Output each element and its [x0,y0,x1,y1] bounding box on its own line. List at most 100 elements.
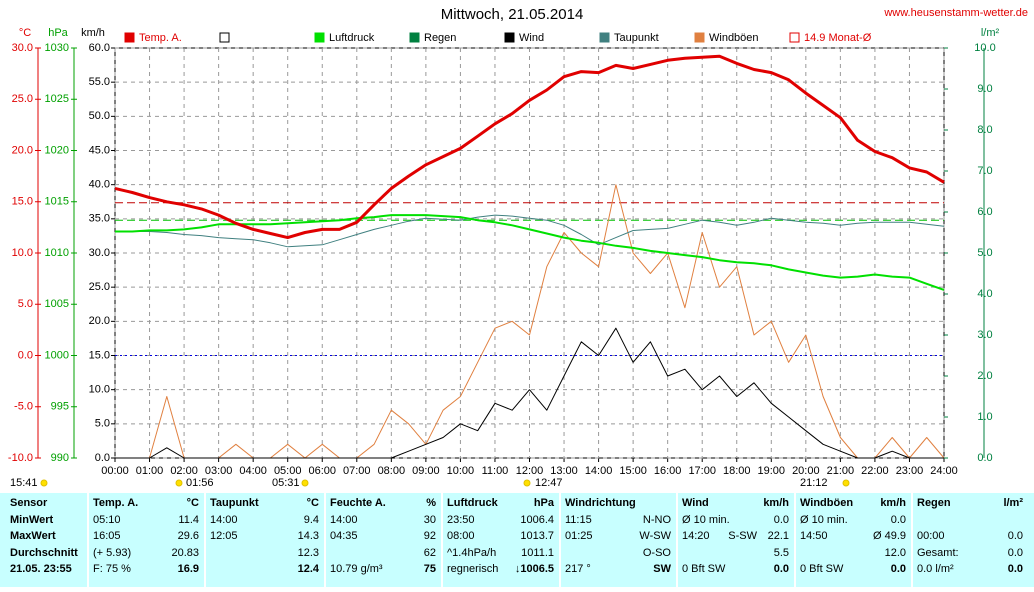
x-tick-label: 04:00 [239,465,267,477]
marker-icon [40,479,48,487]
table-cell: 0 Bft SW [682,563,726,575]
legend-swatch [314,32,325,43]
table-cell: % [426,497,436,509]
x-tick-label: 02:00 [170,465,198,477]
axis-unit: km/h [81,27,105,39]
y-tick-label: 15.0 [12,196,33,208]
table-background [0,493,1034,587]
y-tick-label: 1025 [45,93,69,105]
table-cell: 10.79 g/m³ [330,563,383,575]
y-tick-label: 45.0 [89,144,110,156]
x-tick-label: 13:00 [550,465,578,477]
table-cell: 14:00 [330,514,358,526]
legend-label: Wind [519,32,544,44]
marker-icon [523,479,531,487]
y-tick-label: 5.0 [18,298,33,310]
table-cell: 1006.4 [520,514,554,526]
series-line [115,327,944,459]
table-cell: ^1.4hPa/h [447,547,496,559]
legend-swatch [409,32,420,43]
marker-label: 21:12 [800,477,828,489]
y-tick-label: 55.0 [89,76,110,88]
table-cell: 0 Bft SW [800,563,844,575]
y-tick-label: -5.0 [14,401,33,413]
y2-tick-label: 10.0 [974,42,995,54]
table-cell: 1013.7 [520,530,554,542]
table-cell: W-SW [639,530,671,542]
x-tick-label: 22:00 [861,465,889,477]
table-cell: km/h [880,497,906,509]
marker-label: 01:56 [186,477,214,489]
table-cell: Ø 49.9 [873,530,906,542]
x-tick-label: 14:00 [585,465,613,477]
table-cell: 12.0 [885,547,906,559]
y-tick-label: 20.0 [89,315,110,327]
table-cell: 1011.1 [521,547,554,559]
marker-icon [301,479,309,487]
table-cell: MaxWert [10,530,56,542]
table-cell: Luftdruck [447,497,499,509]
table-cell: 21.05. 23:55 [10,563,72,575]
y-tick-label: 30.0 [89,247,110,259]
table-cell: ↓1006.5 [515,563,554,575]
table-cell: 0.0 [1008,530,1023,542]
y2-tick-label: 1.0 [977,411,992,423]
table-cell: O-SO [643,547,672,559]
table-cell: 14:20 [682,530,710,542]
legend-swatch [219,32,230,43]
table-cell: 16:05 [93,530,121,542]
legend-label: Luftdruck [329,32,375,44]
x-tick-label: 19:00 [758,465,786,477]
legend-swatch [599,32,610,43]
marker-icon [175,479,183,487]
marker-label: 05:31 [272,477,300,489]
table-cell: 12.3 [298,547,319,559]
y-tick-label: 10.0 [12,247,33,259]
table-cell: Taupunkt [210,497,259,509]
table-cell: 217 ° [565,563,591,575]
table-cell: 14.3 [298,530,319,542]
x-tick-label: 16:00 [654,465,682,477]
table-cell: Windrichtung [565,497,636,509]
y-tick-label: 1030 [45,42,69,54]
x-tick-label: 00:00 [101,465,129,477]
table-cell: 0.0 [774,563,789,575]
table-cell: Sensor [10,497,48,509]
axis-unit: l/m² [981,27,1000,39]
table-cell: Regen [917,497,951,509]
legend-swatch [504,32,515,43]
table-cell: MinWert [10,514,54,526]
x-tick-label: 20:00 [792,465,820,477]
series-line [115,214,945,291]
y2-tick-label: 5.0 [977,247,992,259]
y-tick-label: 50.0 [89,110,110,122]
table-cell: Ø 10 min. [682,514,730,526]
table-cell: 75 [424,563,436,575]
series-line [114,54,945,240]
table-cell: 0.0 [774,514,789,526]
table-cell: 0.0 [891,563,906,575]
table-cell: 0.0 l/m² [917,563,954,575]
x-tick-label: 24:00 [930,465,958,477]
x-tick-label: 15:00 [619,465,647,477]
table-cell: 08:00 [447,530,475,542]
legend-swatch [789,32,800,43]
x-tick-label: 21:00 [827,465,855,477]
y-tick-label: 5.0 [95,418,110,430]
x-tick-label: 09:00 [412,465,440,477]
y2-tick-label: 6.0 [977,206,992,218]
legend-swatch [694,32,705,43]
x-tick-label: 11:00 [482,465,509,477]
table-cell: °C [187,497,199,509]
table-cell: Gesamt: [917,547,959,559]
y-tick-label: 25.0 [89,281,110,293]
table-cell: (+ 5.93) [93,547,131,559]
x-tick-label: 06:00 [308,465,336,477]
table-cell: 0.0 [891,514,906,526]
table-cell: 29.6 [178,530,199,542]
y2-tick-label: 0.0 [977,452,992,464]
y-tick-label: 1020 [45,144,69,156]
y-tick-label: 1010 [45,247,69,259]
table-cell: Wind [682,497,709,509]
